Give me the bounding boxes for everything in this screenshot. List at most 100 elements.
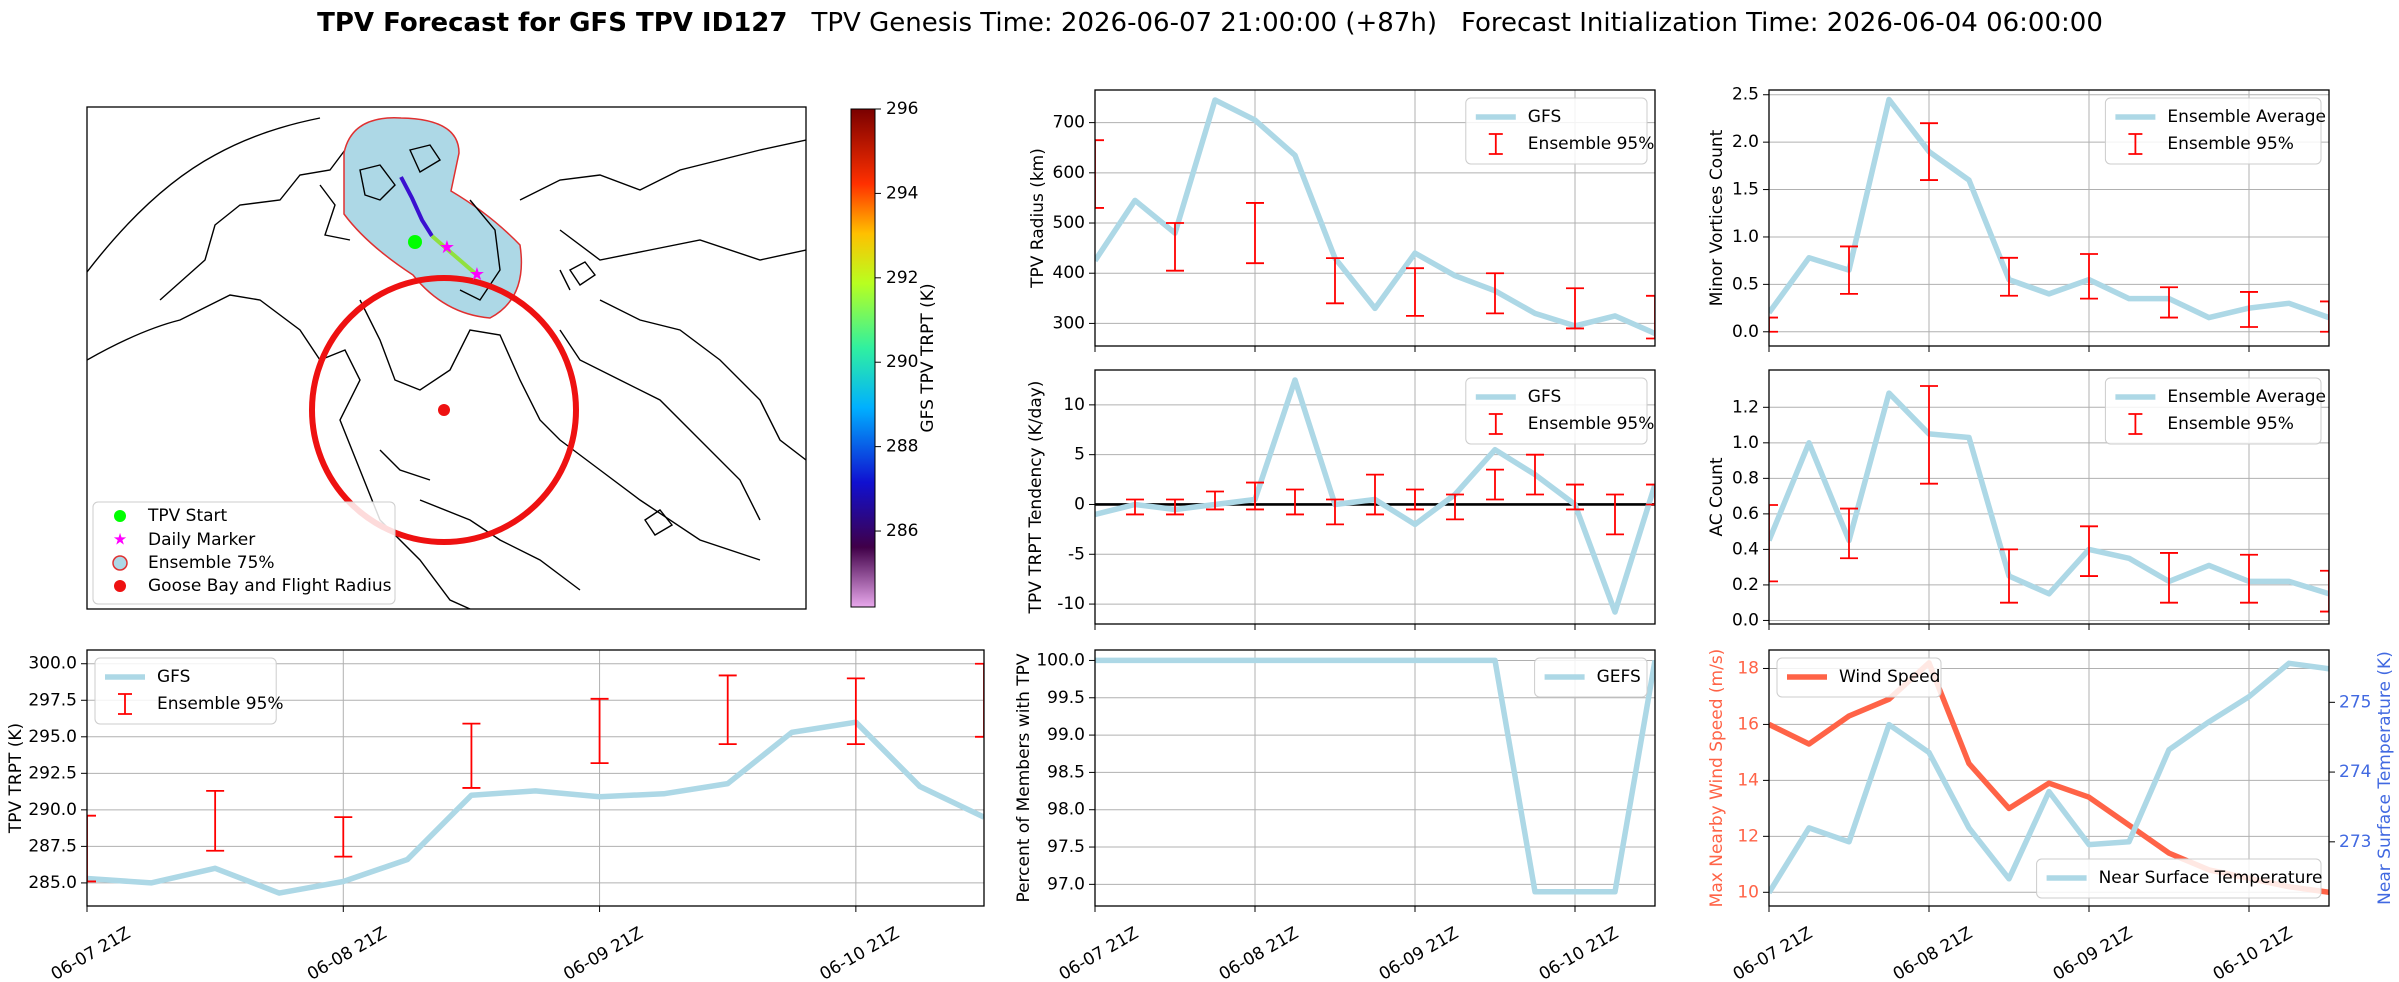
y-tick-label: 98.5 (1047, 762, 1085, 782)
panel: 06-07 21Z 06-08 21Z 06-09 21Z 06-10 21Z 10 12… (1707, 649, 2395, 982)
error-bar (1486, 468, 1504, 501)
error-bar (1920, 122, 1938, 181)
y-tick-label: 300.0 (28, 654, 77, 674)
boundary (87, 117, 321, 273)
error-bar (1326, 257, 1344, 305)
y-tick-label: 2.0 (1732, 132, 1759, 152)
series-line (1095, 657, 1655, 895)
title-main: TPV Forecast for GFS TPV ID127 (317, 8, 787, 38)
legend-label: Ensemble 95% (2167, 414, 2294, 434)
y2-tick-label: 273 (2339, 832, 2371, 852)
y-tick-label: -10 (1057, 594, 1085, 614)
y-tick-label: 0.8 (1732, 468, 1759, 488)
y-tick-label: 0.0 (1732, 322, 1759, 342)
legend-swatch (1488, 413, 1503, 435)
error-bar (1646, 483, 1655, 506)
legend-box (2104, 377, 2322, 445)
error-bar (1769, 504, 1778, 583)
legend-label: Daily Marker (148, 530, 255, 550)
error-bar (2000, 548, 2018, 604)
error-bar (1166, 222, 1184, 272)
axes-frame (1768, 649, 2330, 907)
y-tick-label: 97.0 (1047, 874, 1085, 894)
track (430, 234, 479, 277)
error-bar (1526, 453, 1544, 496)
error-bar (590, 697, 609, 764)
coastline (559, 299, 806, 521)
legend-label: TPV Start (147, 506, 228, 526)
map: ★ ★ ★ TPV Start Daily Marker Ensemble 75… (86, 106, 938, 610)
coastline (359, 299, 761, 561)
legend-marker (112, 555, 128, 571)
coastline (159, 149, 351, 301)
x-tick-label: 06-10 21Z (817, 923, 903, 982)
y-axis-label: Percent of Members with TPV (1014, 653, 1034, 902)
error-bar (1769, 316, 1778, 333)
error-bar (1286, 488, 1304, 516)
y-tick-label: 99.5 (1047, 688, 1085, 708)
coastline (379, 449, 581, 591)
title-init: Forecast Initialization Time: 2026-06-04… (1461, 8, 2103, 38)
plot-area (1095, 377, 1655, 615)
error-bar (2160, 286, 2178, 319)
error-bar (1646, 294, 1655, 340)
x-tick-label: 06-08 21Z (1890, 923, 1976, 982)
legend-marker (114, 580, 126, 592)
error-bar (846, 677, 865, 745)
error-bar (206, 789, 225, 852)
legend-label: GFS (157, 667, 190, 687)
track (399, 176, 434, 238)
y-tick-label: 10 (1737, 882, 1759, 902)
colorbar-tick-label: 292 (886, 268, 918, 288)
legend-marker (114, 510, 126, 522)
x-tick-label: 06-09 21Z (1376, 923, 1462, 982)
y-tick-label: 287.5 (28, 836, 77, 856)
series-line (1769, 96, 2329, 321)
y-tick-label: 0.2 (1732, 575, 1759, 595)
y2-tick-label: 275 (2339, 692, 2371, 712)
y-tick-label: 18 (1737, 658, 1759, 678)
coastline (519, 139, 806, 261)
island (559, 261, 674, 536)
error-bar (1566, 287, 1584, 330)
error-bar (1095, 139, 1104, 209)
panel: 06-07 21Z 06-08 21Z 06-09 21Z 06-10 21Z 285.… (6, 649, 985, 982)
plot-area (87, 662, 984, 896)
colorbar-tick-label: 290 (886, 352, 918, 372)
series-line (1095, 97, 1655, 337)
legend-box (1534, 657, 1648, 698)
legend-swatch (2128, 133, 2143, 155)
x-tick-label: 06-10 21Z (2210, 923, 2296, 982)
y-tick-label: 97.5 (1047, 837, 1085, 857)
error-bar (718, 674, 737, 745)
y-tick-label: 0.0 (1732, 610, 1759, 630)
axes-frame (1094, 649, 1656, 907)
y-tick-label: 290.0 (28, 800, 77, 820)
error-bar (2320, 300, 2329, 333)
y-tick-label: 1.5 (1732, 180, 1759, 200)
legend-swatch (1488, 133, 1503, 155)
error-bar (334, 816, 353, 858)
y-tick-label: 300 (1053, 313, 1085, 333)
legend-label: GFS (1528, 387, 1561, 407)
legend-label: Ensemble 95% (2167, 134, 2294, 154)
x-tick-label: 06-07 21Z (48, 923, 134, 982)
error-bar (975, 662, 984, 738)
x-tick-label: 06-09 21Z (560, 923, 646, 982)
y-tick-label: 0 (1074, 494, 1085, 514)
y-tick-label: 10 (1063, 395, 1085, 415)
y-tick-label: 295.0 (28, 727, 77, 747)
error-bar (2160, 552, 2178, 604)
title: TPV Forecast for GFS TPV ID127 TPV Genesi… (317, 8, 2103, 38)
y-tick-label: 600 (1053, 163, 1085, 183)
y-tick-label: 1.0 (1732, 227, 1759, 247)
legend-label: GEFS (1597, 667, 1641, 687)
x-tick-label: 06-09 21Z (2050, 923, 2136, 982)
legend-box (1776, 657, 1942, 698)
goose-bay (438, 404, 450, 416)
error-bar (2240, 553, 2258, 604)
y-tick-label: 1.0 (1732, 433, 1759, 453)
error-bar (1606, 493, 1624, 536)
